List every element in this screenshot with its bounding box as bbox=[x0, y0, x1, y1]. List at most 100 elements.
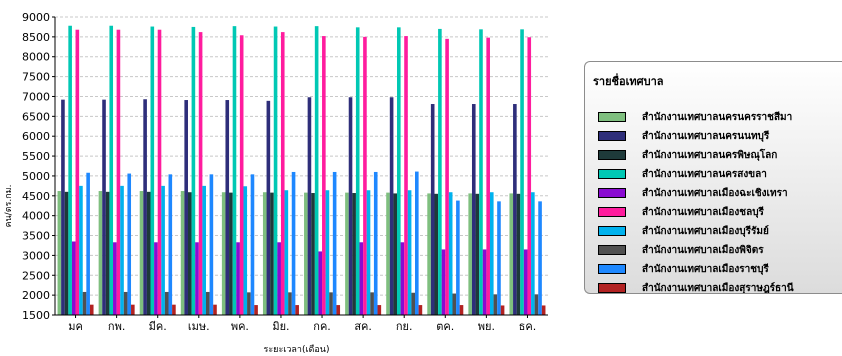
bar bbox=[407, 190, 412, 315]
y-tick-label: 2000 bbox=[22, 289, 50, 302]
bar bbox=[304, 192, 308, 315]
bar bbox=[531, 192, 535, 315]
bar bbox=[329, 292, 333, 315]
bar bbox=[57, 191, 62, 315]
legend-panel: รายชื่อเทศบาล สำนักงานเทศบาลนครนครราชสีม… bbox=[584, 61, 842, 294]
bar bbox=[79, 185, 83, 315]
bar bbox=[348, 97, 353, 315]
legend-label: สำนักงานเทศบาลเมืองพิจิตร bbox=[642, 244, 764, 256]
y-tick-label: 5500 bbox=[22, 150, 50, 163]
bar bbox=[386, 192, 390, 315]
bar bbox=[314, 26, 319, 315]
bar bbox=[164, 291, 169, 315]
bar bbox=[456, 200, 460, 315]
bar bbox=[89, 304, 94, 315]
bar bbox=[243, 186, 248, 315]
bar bbox=[113, 242, 117, 315]
bar bbox=[418, 305, 423, 315]
bar bbox=[523, 249, 528, 315]
legend-label: สำนักงานเทศบาลเมืองชลบุรี bbox=[642, 206, 764, 218]
y-tick-label: 2500 bbox=[22, 269, 50, 282]
bar bbox=[459, 305, 464, 315]
axes bbox=[52, 16, 548, 318]
bar bbox=[172, 304, 176, 315]
legend-swatch bbox=[598, 207, 626, 217]
bar bbox=[146, 191, 151, 315]
x-tick-label: มค bbox=[68, 320, 83, 333]
bar bbox=[102, 99, 106, 316]
legend-swatch bbox=[598, 131, 626, 141]
y-axis-ticks: 1500 2000 2500 3000 3500 4000 4500 5000 5500 6000… bbox=[22, 11, 50, 322]
bar bbox=[205, 291, 210, 315]
legend-item: สำนักงานเทศบาลเมืองราชบุรี bbox=[598, 261, 769, 277]
bar bbox=[373, 171, 378, 315]
bar bbox=[150, 26, 155, 315]
bar bbox=[98, 191, 103, 315]
legend-swatch bbox=[598, 283, 626, 293]
bar bbox=[143, 99, 147, 315]
legend-item: สำนักงานเทศบาลเมืองฉะเชิงเทรา bbox=[598, 185, 788, 201]
bar bbox=[311, 193, 315, 315]
bar bbox=[202, 185, 206, 315]
bar bbox=[434, 193, 439, 315]
y-tick-label: 3000 bbox=[22, 249, 50, 262]
bar bbox=[254, 305, 258, 315]
bar bbox=[377, 305, 382, 315]
legend-swatch bbox=[598, 264, 626, 274]
legend-item: สำนักงานเทศบาลเมืองสุราษฎร์ธานี bbox=[598, 280, 794, 294]
bar bbox=[225, 100, 230, 315]
legend-label: สำนักงานเทศบาลเมืองสุราษฎร์ธานี bbox=[642, 282, 794, 294]
x-axis-ticks: มค กพ. มีค. เมษ. พค. มิย. กค. สค. กย. ตค. พย. ธค. bbox=[68, 320, 536, 333]
bar bbox=[389, 97, 394, 315]
bar bbox=[307, 97, 312, 315]
bar bbox=[500, 305, 505, 315]
bar bbox=[273, 26, 278, 315]
bar bbox=[213, 304, 217, 315]
y-tick-label: 8000 bbox=[22, 51, 50, 64]
x-tick-label: พค. bbox=[231, 320, 249, 333]
bar bbox=[336, 305, 341, 315]
bar bbox=[471, 104, 476, 316]
bar bbox=[468, 193, 472, 315]
bar bbox=[397, 27, 401, 316]
bar bbox=[250, 174, 255, 315]
bar bbox=[345, 192, 349, 315]
bar bbox=[489, 192, 494, 315]
x-axis-title: ระยะเวลา(เดือน) bbox=[264, 344, 330, 355]
bar bbox=[123, 291, 128, 315]
bar bbox=[527, 37, 532, 315]
y-tick-label: 6000 bbox=[22, 130, 50, 143]
x-tick-label: สค. bbox=[354, 320, 372, 333]
bar bbox=[322, 36, 326, 315]
bar bbox=[430, 104, 435, 316]
bar bbox=[221, 192, 226, 315]
y-tick-label: 4000 bbox=[22, 210, 50, 223]
bar bbox=[513, 104, 517, 316]
bar bbox=[288, 292, 292, 315]
legend-swatch bbox=[598, 188, 626, 198]
y-axis-title: คน/ตร.กม. bbox=[4, 185, 14, 228]
y-tick-label: 5000 bbox=[22, 170, 50, 183]
bar-series bbox=[57, 25, 546, 316]
bar bbox=[239, 35, 244, 315]
bar bbox=[266, 100, 271, 315]
bar bbox=[291, 171, 296, 315]
bar bbox=[232, 26, 237, 315]
y-tick-label: 3500 bbox=[22, 230, 50, 243]
bar bbox=[127, 173, 132, 315]
bar bbox=[332, 171, 337, 315]
bar bbox=[509, 193, 514, 315]
bar bbox=[493, 294, 498, 315]
bar bbox=[116, 29, 121, 316]
y-tick-label: 7000 bbox=[22, 90, 50, 103]
bar bbox=[438, 28, 442, 315]
bar bbox=[86, 172, 90, 315]
legend-label: สำนักงานเทศบาลเมืองฉะเชิงเทรา bbox=[642, 187, 788, 199]
x-tick-label: มีค. bbox=[149, 320, 167, 333]
x-tick-label: กค. bbox=[313, 320, 331, 333]
legend-item: สำนักงานเทศบาลนครสงขลา bbox=[598, 166, 767, 182]
bar bbox=[198, 32, 203, 315]
x-tick-label: พย. bbox=[478, 320, 495, 333]
bar bbox=[534, 294, 539, 315]
plot-area bbox=[55, 17, 548, 315]
